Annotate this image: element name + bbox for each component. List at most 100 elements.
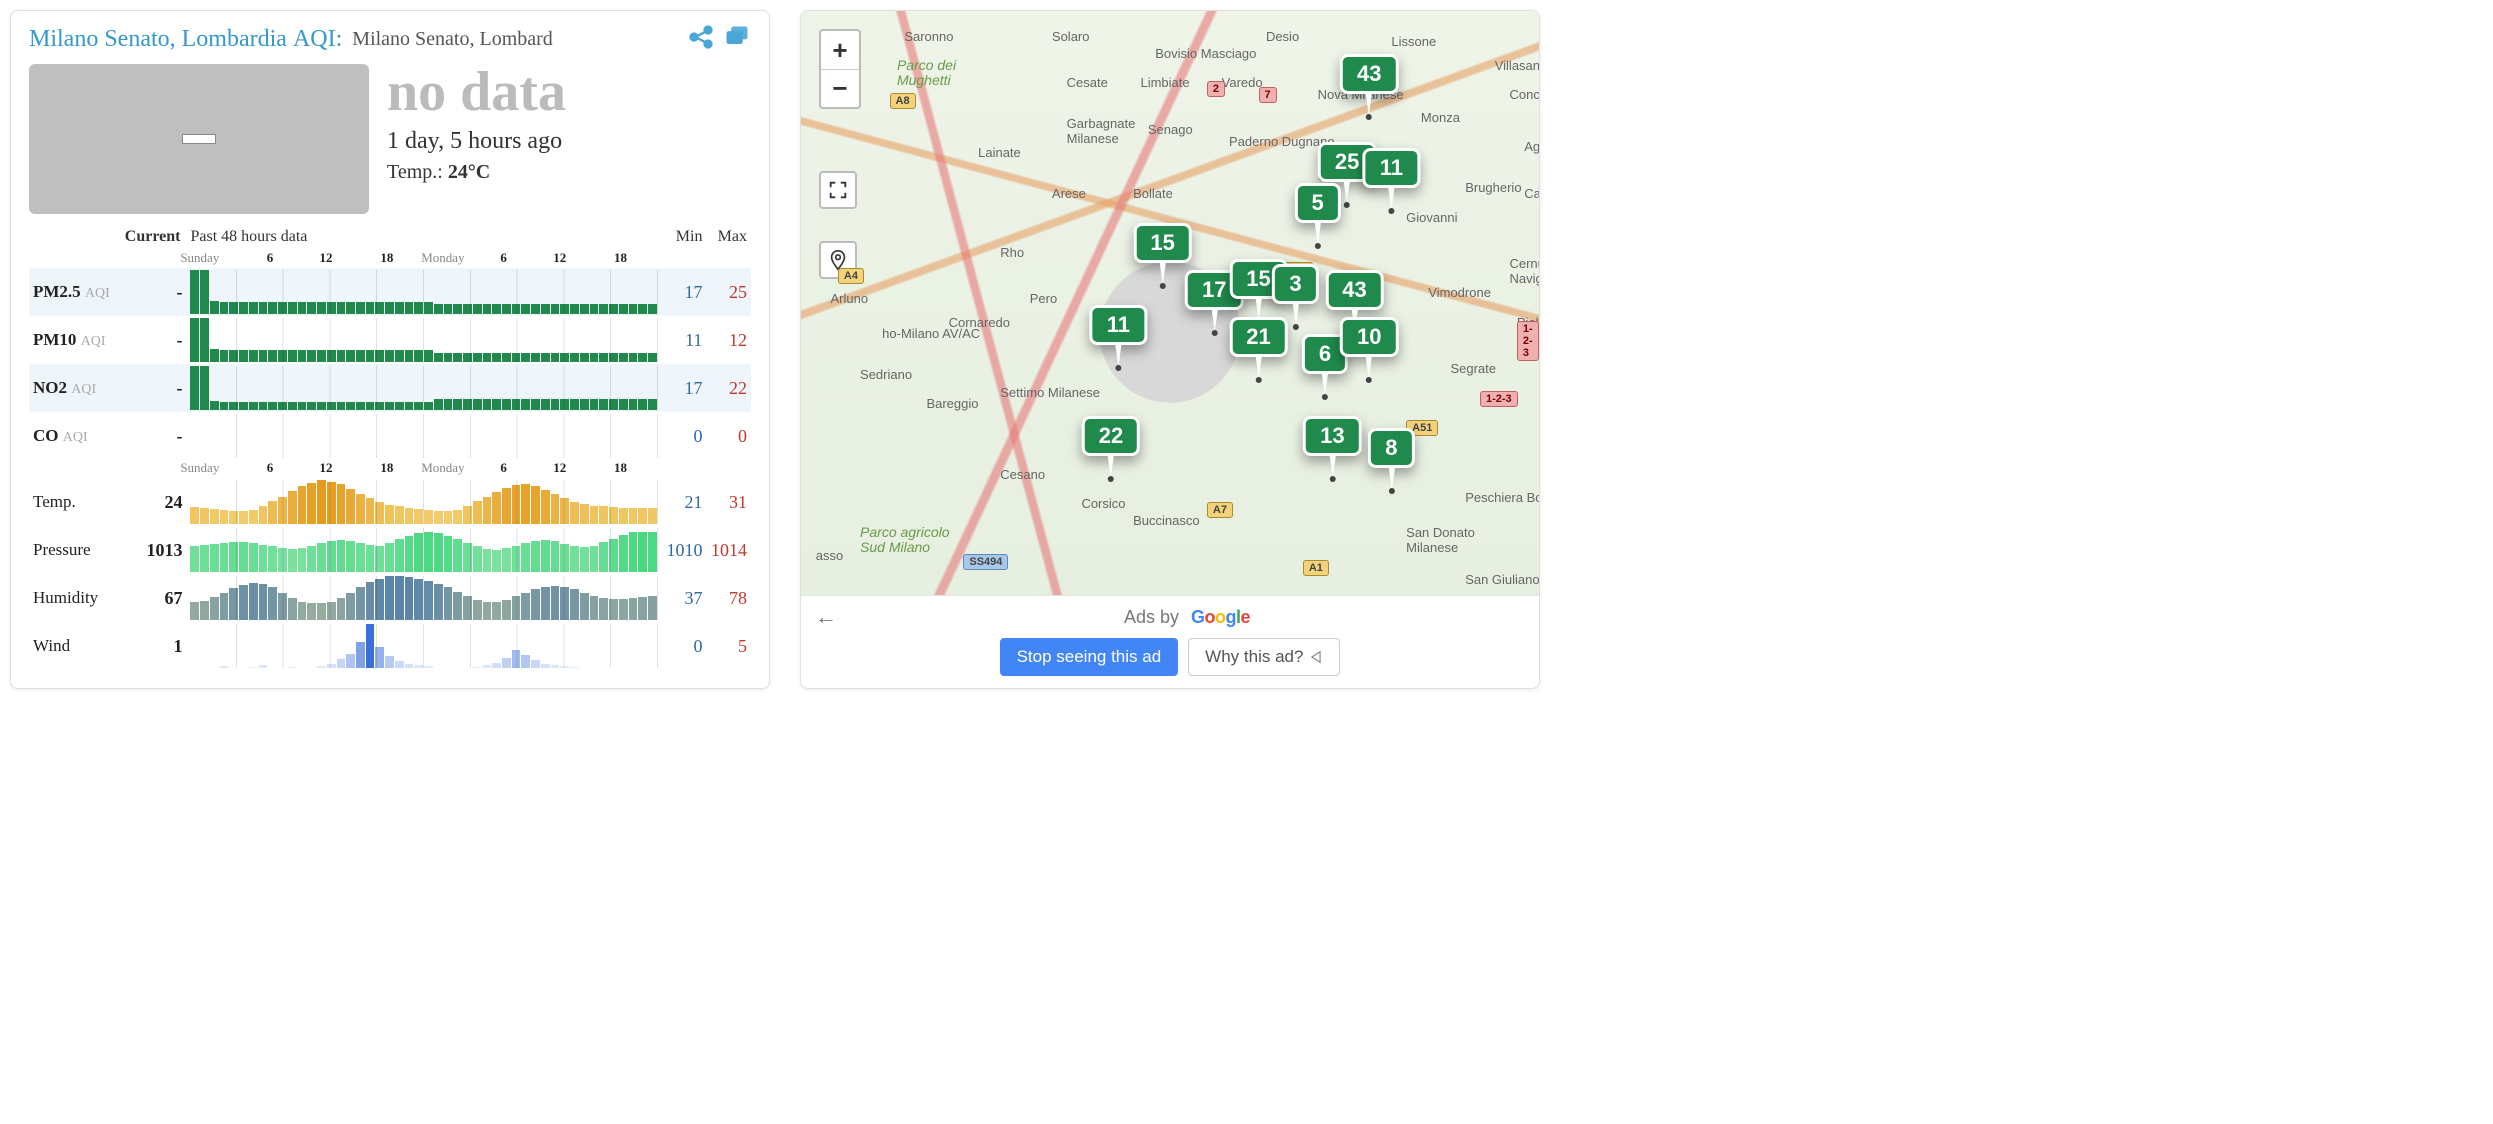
google-logo: Google — [1191, 607, 1250, 628]
chart-bar — [317, 666, 326, 668]
why-ad-button[interactable]: Why this ad? — [1188, 638, 1340, 676]
chart-bar — [356, 642, 365, 668]
chart-bar — [298, 602, 307, 620]
chart-bar — [551, 494, 560, 524]
chart-bar — [502, 600, 511, 620]
map-marker[interactable]: 15 — [1133, 223, 1191, 285]
chart-bar — [512, 596, 521, 620]
chart-bar — [444, 536, 453, 572]
chart-bar — [200, 318, 209, 362]
map-marker[interactable]: 10 — [1340, 317, 1398, 379]
chart-bar — [239, 302, 248, 314]
chart-bar — [580, 353, 589, 362]
chart-bar — [298, 402, 307, 410]
map-marker[interactable]: 22 — [1082, 416, 1140, 478]
chart-bar — [356, 302, 365, 314]
chart-bar — [629, 399, 638, 410]
map-marker[interactable]: 11 — [1363, 148, 1420, 210]
map-marker[interactable]: 43 — [1340, 54, 1398, 116]
axis-tick: 18 — [380, 250, 393, 266]
chart-bar — [298, 548, 307, 572]
aqi-value-box — [29, 64, 369, 214]
map-marker[interactable]: 21 — [1229, 317, 1287, 379]
share-icon[interactable] — [687, 23, 715, 56]
map-area[interactable]: + − SaronnoSolaroDesioLissoneVillasantaB… — [801, 11, 1539, 595]
axis-tick: Monday — [421, 460, 464, 476]
fullscreen-button[interactable] — [819, 171, 857, 209]
location-subtitle: Milano Senato, Lombard — [352, 28, 553, 51]
chart-bar — [229, 302, 238, 314]
chart-bar — [599, 304, 608, 314]
chart-bar — [453, 399, 462, 410]
zoom-in-button[interactable]: + — [821, 31, 859, 69]
chart-bar — [502, 399, 511, 410]
stop-ad-button[interactable]: Stop seeing this ad — [1000, 638, 1179, 676]
ad-back-icon[interactable]: ← — [815, 604, 837, 630]
chart-bar — [434, 399, 443, 410]
map-marker[interactable]: 11 — [1090, 305, 1147, 367]
chart-bar — [268, 302, 277, 314]
chart-bar — [444, 399, 453, 410]
road-badge: 1-2-3 — [1517, 321, 1539, 361]
chart-bar — [220, 543, 229, 572]
chart-bar — [405, 664, 414, 668]
pollutant-table: Current Past 48 hours data Min Max Sunda… — [29, 224, 751, 670]
chart-bar — [366, 302, 375, 314]
chart-bar — [502, 658, 511, 668]
chart-bar — [327, 664, 336, 668]
chart-bar — [229, 588, 238, 620]
map-marker[interactable]: 5 — [1294, 183, 1340, 245]
chart-bar — [190, 318, 199, 362]
marker-value: 43 — [1340, 54, 1398, 94]
axis-tick: 18 — [380, 460, 393, 476]
chart-bar — [483, 353, 492, 362]
chart-bar — [541, 587, 550, 620]
chart-bar — [599, 353, 608, 362]
row-min: 0 — [662, 622, 707, 670]
col-max: Max — [706, 224, 751, 250]
chart-bar — [560, 666, 569, 668]
chart-bar — [210, 544, 219, 572]
chart-bar — [638, 597, 647, 620]
chart-bar — [638, 304, 647, 314]
windows-icon[interactable] — [723, 23, 751, 56]
chart-bar — [278, 350, 287, 362]
chart-bar — [502, 488, 511, 524]
chart-bar — [249, 510, 258, 524]
map-marker[interactable]: 13 — [1303, 416, 1361, 478]
table-row: Pressure101310101014 — [29, 526, 751, 574]
chart-bar — [356, 402, 365, 410]
chart-bar — [473, 667, 482, 668]
chart-bar — [298, 350, 307, 362]
chart-bar — [531, 660, 540, 668]
chart-bar — [551, 399, 560, 410]
chart-bar — [531, 589, 540, 620]
chart-bar — [560, 304, 569, 314]
map-marker[interactable]: 8 — [1368, 428, 1414, 490]
chart-bar — [531, 486, 540, 524]
marker-value: 11 — [1363, 148, 1420, 188]
chart-bar — [327, 482, 336, 524]
road-badge: A8 — [890, 93, 916, 109]
chart-bar — [638, 399, 647, 410]
chart-bar — [259, 350, 268, 362]
chart-bar — [473, 353, 482, 362]
chart-bar — [298, 486, 307, 524]
marker-value: 21 — [1229, 317, 1287, 357]
chart-bar — [492, 399, 501, 410]
chart-bar — [414, 302, 423, 314]
row-name: Temp. — [29, 478, 120, 526]
road-badge: A4 — [838, 268, 864, 284]
chart-bar — [375, 647, 384, 668]
chart-bar — [268, 587, 277, 620]
location-link[interactable]: Milano Senato, Lombardia — [29, 26, 287, 53]
axis-tick: 12 — [320, 250, 333, 266]
chart-bar — [434, 533, 443, 572]
row-max: 22 — [706, 364, 751, 412]
chart-bar — [648, 596, 657, 620]
zoom-out-button[interactable]: − — [821, 69, 859, 107]
chart-bar — [492, 492, 501, 524]
row-chart-cell — [186, 526, 661, 574]
chart-bar — [463, 399, 472, 410]
axis-tick: Sunday — [180, 460, 219, 476]
